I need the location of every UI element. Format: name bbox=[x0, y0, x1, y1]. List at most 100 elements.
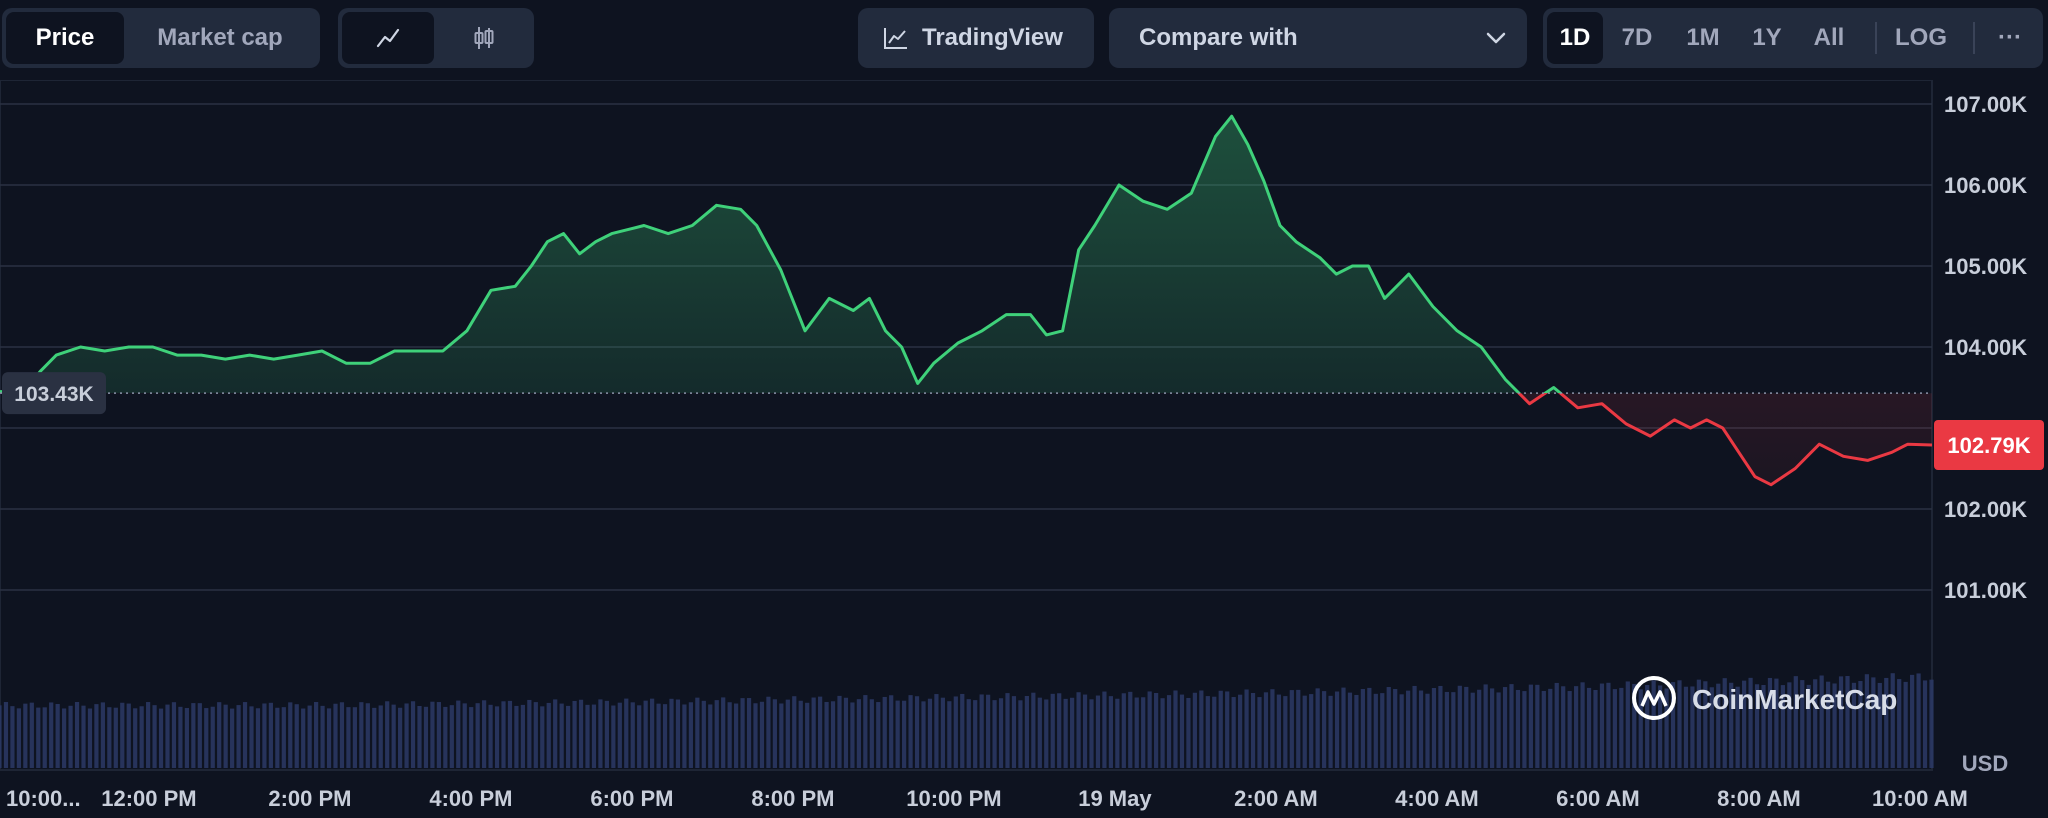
volume-bar bbox=[326, 708, 332, 768]
volume-bar bbox=[62, 708, 67, 768]
x-axis: 10:00... 12:00 PM 2:00 PM 4:00 PM 6:00 PM 8:0… bbox=[6, 786, 1968, 811]
line-chart-button[interactable] bbox=[342, 12, 434, 64]
tab-market-cap[interactable]: Market cap bbox=[157, 24, 283, 51]
compare-dropdown[interactable]: Compare with bbox=[1109, 8, 1527, 68]
volume-bar bbox=[1011, 696, 1017, 768]
volume-bar bbox=[1670, 682, 1676, 768]
volume-bar bbox=[1347, 692, 1353, 768]
volume-bar bbox=[301, 708, 306, 768]
chart-toolbar: Price Market cap TradingView Compare wit… bbox=[0, 0, 2048, 80]
range-1y[interactable]: 1Y bbox=[1752, 24, 1782, 51]
range-1m[interactable]: 1M bbox=[1686, 24, 1720, 51]
price-badges: 103.43K 102.79K bbox=[2, 372, 2044, 471]
volume-bar bbox=[1858, 681, 1863, 768]
view-toggle: Price Market cap bbox=[2, 8, 320, 68]
x-tick-label: 10:00... bbox=[6, 786, 81, 811]
chart-type-toggle bbox=[338, 8, 534, 68]
volume-bar bbox=[1322, 691, 1327, 768]
volume-bar bbox=[1386, 687, 1391, 768]
volume-bar bbox=[850, 702, 855, 768]
volume-bar bbox=[927, 698, 933, 768]
range-7d[interactable]: 7D bbox=[1621, 24, 1653, 51]
volume-bar bbox=[947, 701, 952, 768]
y-tick-label: 107.00K bbox=[1944, 92, 2027, 117]
volume-bar bbox=[1406, 690, 1411, 768]
volume-bar bbox=[546, 702, 551, 768]
candlestick-icon bbox=[474, 27, 494, 49]
watermark-text: CoinMarketCap bbox=[1692, 684, 1897, 715]
volume-bar bbox=[1380, 693, 1385, 768]
candlestick-button[interactable] bbox=[438, 12, 530, 64]
price-area bbox=[0, 116, 1932, 485]
volume-bar bbox=[818, 696, 823, 768]
tab-price[interactable]: Price bbox=[6, 12, 124, 64]
y-tick-label: 104.00K bbox=[1944, 335, 2027, 360]
volume-bar bbox=[527, 699, 532, 768]
volume-bar bbox=[1399, 694, 1404, 768]
volume-bar bbox=[1851, 682, 1857, 768]
volume-bar bbox=[294, 704, 299, 768]
y-tick-label: 102.00K bbox=[1944, 497, 2027, 522]
volume-bar bbox=[876, 702, 881, 768]
volume-bar bbox=[10, 706, 15, 768]
volume-bar bbox=[288, 702, 293, 768]
volume-bar bbox=[1470, 692, 1475, 768]
volume-bar bbox=[889, 695, 894, 768]
volume-bar bbox=[1192, 692, 1197, 768]
volume-bar bbox=[1651, 680, 1656, 768]
volume-bars bbox=[0, 673, 1934, 768]
volume-bar bbox=[1871, 677, 1876, 768]
volume-bar bbox=[1425, 693, 1430, 768]
volume-bar bbox=[1561, 686, 1566, 768]
volume-bar bbox=[55, 703, 60, 768]
volume-bar bbox=[1658, 685, 1663, 768]
volume-bar bbox=[1082, 694, 1088, 768]
volume-bar bbox=[598, 699, 603, 768]
more-options-button[interactable]: ··· bbox=[1998, 24, 2022, 51]
volume-bar bbox=[36, 707, 41, 768]
volume-bar bbox=[178, 706, 183, 768]
volume-bar bbox=[1050, 693, 1055, 768]
volume-bar bbox=[708, 704, 713, 768]
x-tick-label: 4:00 AM bbox=[1395, 786, 1479, 811]
volume-bar bbox=[1296, 689, 1301, 768]
volume-bar bbox=[914, 696, 920, 768]
volume-bar bbox=[501, 701, 506, 768]
volume-bar bbox=[1483, 684, 1488, 768]
range-log[interactable]: LOG bbox=[1895, 24, 1947, 51]
volume-bar bbox=[1031, 692, 1036, 768]
volume-bar bbox=[1037, 697, 1042, 768]
volume-bar bbox=[837, 695, 842, 768]
volume-bar bbox=[895, 700, 900, 768]
volume-bar bbox=[1509, 684, 1514, 768]
volume-bar bbox=[391, 704, 396, 768]
range-selector: 1D 7D 1M 1Y All LOG ··· bbox=[1543, 8, 2043, 68]
range-all[interactable]: All bbox=[1813, 24, 1845, 51]
volume-bar bbox=[1903, 681, 1908, 768]
volume-bar bbox=[74, 702, 80, 768]
volume-bar bbox=[1819, 675, 1824, 768]
volume-bar bbox=[1625, 681, 1630, 768]
volume-bar bbox=[611, 705, 616, 768]
volume-bar bbox=[333, 703, 338, 768]
volume-bar bbox=[236, 705, 241, 768]
volume-bar bbox=[1070, 697, 1075, 768]
volume-bar bbox=[1360, 689, 1365, 768]
x-tick-label: 12:00 PM bbox=[101, 786, 196, 811]
volume-bar bbox=[1276, 694, 1281, 768]
volume-bar bbox=[759, 701, 765, 768]
volume-bar bbox=[1780, 685, 1785, 768]
volume-bar bbox=[688, 702, 693, 768]
volume-bar bbox=[436, 702, 441, 768]
volume-bar bbox=[1057, 693, 1062, 768]
tradingview-button[interactable]: TradingView bbox=[858, 8, 1094, 68]
volume-bar bbox=[158, 708, 164, 768]
range-1d[interactable]: 1D bbox=[1547, 12, 1603, 64]
volume-bar bbox=[1761, 684, 1766, 768]
volume-bar bbox=[863, 695, 868, 768]
volume-bar bbox=[1341, 687, 1346, 768]
current-price-badge bbox=[1934, 420, 2044, 471]
volume-bar bbox=[1212, 696, 1217, 768]
volume-bar bbox=[3, 702, 9, 768]
volume-bar bbox=[992, 700, 997, 768]
